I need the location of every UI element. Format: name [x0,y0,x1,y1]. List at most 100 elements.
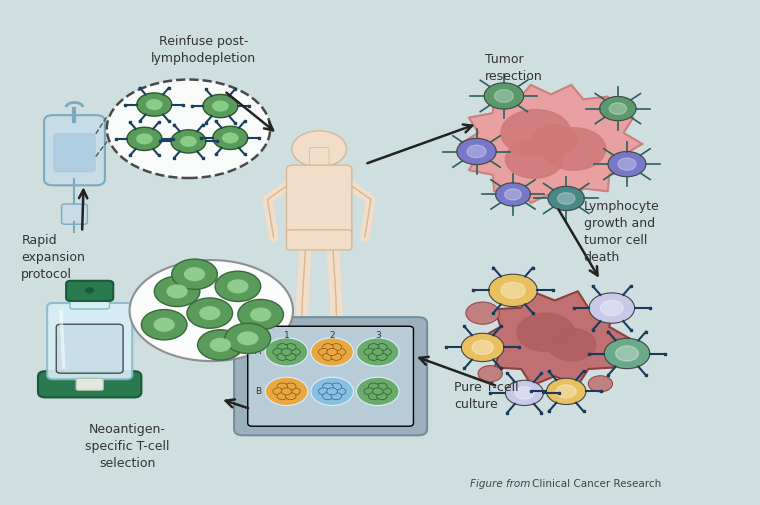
Circle shape [225,323,271,353]
Circle shape [203,94,238,118]
FancyBboxPatch shape [38,371,141,397]
Circle shape [281,348,292,356]
Text: Rapid
expansion
protocol: Rapid expansion protocol [21,234,85,281]
Circle shape [372,348,383,356]
Circle shape [466,302,499,324]
Circle shape [141,310,187,340]
Circle shape [331,393,342,400]
Circle shape [215,271,261,301]
Circle shape [616,346,638,361]
Circle shape [290,348,300,356]
Text: Clinical Cancer Research: Clinical Cancer Research [532,479,661,489]
FancyBboxPatch shape [76,378,103,390]
Circle shape [546,378,586,405]
Circle shape [335,348,346,356]
Circle shape [588,376,613,392]
Circle shape [381,348,391,356]
Circle shape [318,388,329,395]
Circle shape [376,383,387,390]
FancyBboxPatch shape [287,165,352,239]
FancyBboxPatch shape [47,303,132,379]
Text: Lymphocyte
growth and
tumor cell
death: Lymphocyte growth and tumor cell death [584,200,660,264]
Circle shape [273,348,283,356]
Circle shape [265,338,308,366]
Text: Reinfuse post-
lymphodepletion: Reinfuse post- lymphodepletion [151,35,256,65]
Circle shape [505,189,521,200]
Circle shape [517,313,575,351]
Circle shape [290,388,300,395]
Circle shape [609,103,627,115]
Circle shape [335,388,346,395]
FancyBboxPatch shape [56,324,123,373]
Circle shape [212,100,229,112]
Circle shape [505,140,563,178]
FancyBboxPatch shape [70,294,109,309]
Circle shape [238,299,283,330]
Circle shape [369,354,379,361]
Circle shape [381,388,391,395]
Polygon shape [126,283,139,352]
Circle shape [277,354,287,361]
Circle shape [369,383,379,390]
FancyBboxPatch shape [44,115,105,185]
Circle shape [501,282,525,298]
Text: 1: 1 [283,331,290,340]
Text: 3: 3 [375,331,381,340]
Circle shape [608,152,646,177]
Circle shape [606,296,633,315]
Circle shape [619,346,642,361]
Circle shape [166,284,188,298]
Circle shape [322,393,333,400]
Circle shape [484,83,524,109]
Circle shape [86,288,93,293]
Circle shape [250,308,271,322]
Circle shape [472,340,493,355]
Circle shape [364,388,375,395]
Circle shape [331,343,342,350]
Circle shape [369,393,379,400]
Circle shape [322,343,333,350]
Circle shape [237,331,258,345]
Circle shape [495,90,513,102]
Circle shape [227,279,249,293]
Circle shape [372,388,383,395]
Circle shape [318,348,329,356]
Circle shape [369,343,379,350]
Circle shape [376,343,387,350]
Circle shape [273,388,283,395]
Circle shape [331,354,342,361]
Circle shape [557,192,575,205]
Circle shape [311,338,353,366]
Circle shape [364,348,375,356]
Circle shape [542,128,606,170]
Circle shape [277,393,287,400]
Circle shape [600,300,623,316]
Circle shape [154,318,175,332]
Circle shape [322,354,333,361]
FancyBboxPatch shape [62,204,87,224]
Circle shape [496,183,530,206]
Circle shape [180,136,197,147]
Circle shape [222,132,239,143]
Circle shape [286,343,296,350]
Circle shape [547,328,596,361]
Circle shape [556,385,576,398]
Text: Neoantigen-
specific T-cell
selection: Neoantigen- specific T-cell selection [85,423,170,470]
Circle shape [457,138,496,165]
Circle shape [265,377,308,406]
Circle shape [548,186,584,211]
Circle shape [277,343,287,350]
Circle shape [589,293,635,323]
Circle shape [199,306,220,320]
Text: Tumor
resection: Tumor resection [485,53,543,83]
Circle shape [461,333,504,362]
Circle shape [171,130,206,153]
Circle shape [600,96,636,121]
FancyBboxPatch shape [287,230,352,250]
Circle shape [532,125,578,155]
Circle shape [146,99,163,110]
Circle shape [286,354,296,361]
Polygon shape [480,291,629,385]
Text: B: B [255,387,261,396]
Circle shape [506,384,527,398]
